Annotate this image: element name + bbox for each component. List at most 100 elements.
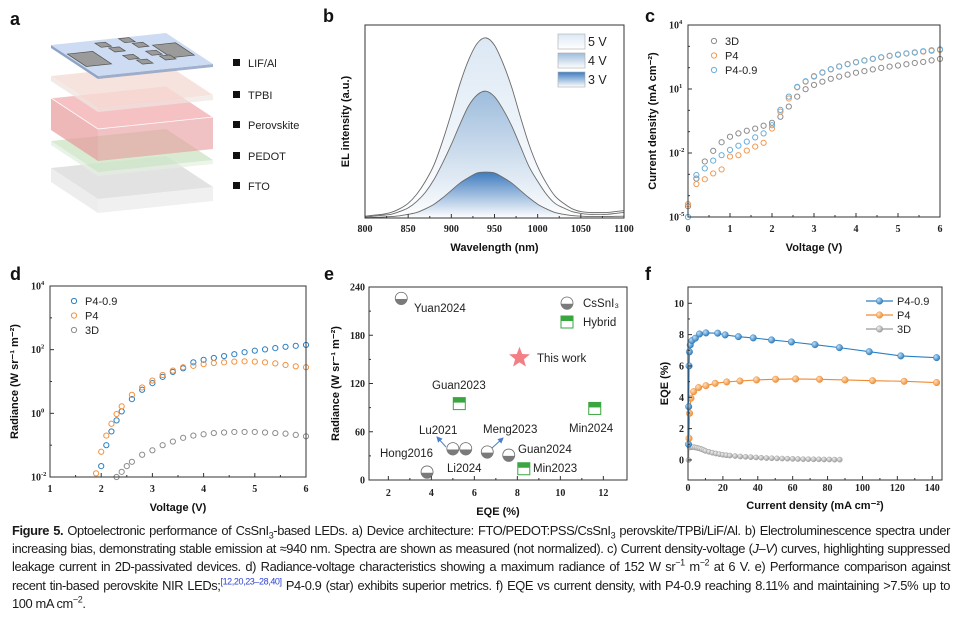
x-tick-label: 4 [429, 488, 434, 499]
data-point-3d [180, 434, 187, 441]
data-point-3d [805, 456, 812, 462]
x-tick-label: 6 [472, 488, 477, 499]
y-tick-exponent: 1 [679, 83, 682, 90]
chart-el-spectra: 5 V 4 V 3 V 800 850 900 950 1000 1050 1100 Wavelen… [340, 24, 634, 254]
legend-marker [70, 297, 78, 305]
x-tick-label: 4 [854, 224, 859, 235]
point-li2024-fill [421, 472, 434, 479]
data-point-p4 [695, 384, 703, 392]
citation-link[interactable]: [12,20,23–28,40] [220, 576, 282, 587]
data-point-p4-0.9 [272, 344, 279, 352]
legend-label: 3D [725, 36, 739, 48]
data-point-3d [128, 458, 136, 465]
data-point-p4 [900, 377, 908, 385]
data-point-3d [810, 456, 817, 463]
data-point-p4-0.9 [768, 336, 776, 344]
x-tick-label: 0 [686, 224, 691, 235]
data-point-p4-0.9 [200, 356, 207, 363]
data-point-p4-0.9 [743, 138, 750, 145]
data-point-p4-0.9 [691, 334, 699, 342]
data-point-p4-0.9 [292, 342, 299, 349]
x-tick-label: 3 [812, 224, 817, 235]
caption-text: perovskite/TPBi/LiF/Al. b) Electrolumine… [12, 523, 951, 557]
data-point-3d [743, 127, 750, 134]
y-axis-title: EQE (%) [659, 361, 671, 405]
data-point-3d [735, 130, 742, 137]
point-guan2024-fill [502, 455, 515, 462]
y-tick-exponent: 4 [41, 280, 45, 287]
layer-label-perovskite: Perovskite [248, 120, 299, 132]
plot-frame [687, 286, 943, 481]
layer-side-face [51, 98, 98, 161]
point-label: Hong2016 [380, 448, 433, 460]
y-tick-label: 6 [679, 361, 684, 372]
legend-marker [710, 37, 718, 45]
data-point-p4 [190, 362, 197, 369]
data-point-p4 [231, 358, 238, 365]
data-point-p4-0.9 [911, 49, 918, 56]
caption-text: ) curves, highlighting suppressed leakag… [12, 541, 950, 575]
point-this-work-star [509, 346, 530, 367]
panel-label-a: a [10, 9, 21, 29]
x-tick-label: 10 [555, 488, 565, 499]
y-tick-exponent: -2 [679, 147, 684, 154]
data-point-3d [789, 456, 796, 462]
data-point-3d [878, 64, 885, 71]
y-tick-label: 10 [669, 85, 679, 96]
data-point-p4-0.9 [251, 347, 258, 354]
data-point-3d [220, 429, 228, 436]
y-tick-exponent: 4 [679, 19, 683, 26]
legend-marker [710, 66, 718, 74]
data-point-p4-0.9 [836, 63, 843, 70]
data-point-p4-0.9 [103, 442, 110, 449]
x-tick-label: 2 [386, 488, 391, 499]
data-point-3d [795, 456, 801, 462]
layer-label-tpbi: TPBI [248, 90, 272, 102]
data-point-3d [261, 429, 269, 436]
data-point-3d [894, 62, 902, 69]
layer-front-face [98, 187, 213, 213]
data-point-3d [920, 58, 927, 66]
data-point-p4-0.9 [190, 359, 197, 366]
caption-subscript: 3 [610, 530, 616, 541]
y-axis-title: EL intensity (a.u.) [340, 75, 352, 167]
tpbi-layer [51, 64, 213, 112]
layer-label-lif-al: LIF/Al [248, 58, 277, 70]
layer-side-face [51, 168, 98, 213]
x-tick-label: 1050 [571, 224, 591, 235]
data-point-p4 [200, 361, 207, 368]
data-point-3d [831, 456, 838, 463]
data-point-p4 [139, 384, 146, 391]
data-point-p4 [128, 391, 136, 398]
data-point-p4-0.9 [928, 47, 935, 54]
electrode-pad [131, 41, 150, 48]
data-point-3d [802, 86, 809, 93]
legend-label: Hybrid [583, 317, 616, 329]
x-axis-title: Current density (mA cm⁻²) [746, 500, 884, 512]
y-tick-label: 10 [669, 21, 679, 32]
spectrum-line-4v [364, 90, 625, 218]
layer-front-face [98, 64, 213, 79]
data-point-3d [210, 429, 217, 437]
caption-text: Optoelectronic performance of CsSnI [63, 523, 269, 538]
data-point-3d [785, 103, 792, 110]
data-point-p4 [792, 375, 800, 383]
data-point-3d [726, 133, 734, 140]
data-point-p4-0.9 [702, 329, 710, 337]
series-line-p4-0.9 [687, 332, 937, 445]
legend-marker [876, 311, 884, 319]
x-tick-label: 1 [728, 224, 733, 235]
data-point-p4-0.9 [785, 93, 792, 100]
x-tick-label: 100 [855, 483, 870, 494]
data-point-3d [779, 455, 786, 462]
data-point-3d [190, 432, 197, 439]
y-tick-label: 10 [669, 213, 679, 224]
caption-text: at 6 V. e) Performance comparison agains… [12, 559, 950, 593]
data-point-p4-0.9 [878, 54, 885, 61]
point-guan2023-fill [453, 397, 466, 403]
data-point-p4 [736, 377, 744, 385]
data-point-p4 [933, 379, 941, 387]
data-point-p4-0.9 [787, 338, 795, 346]
